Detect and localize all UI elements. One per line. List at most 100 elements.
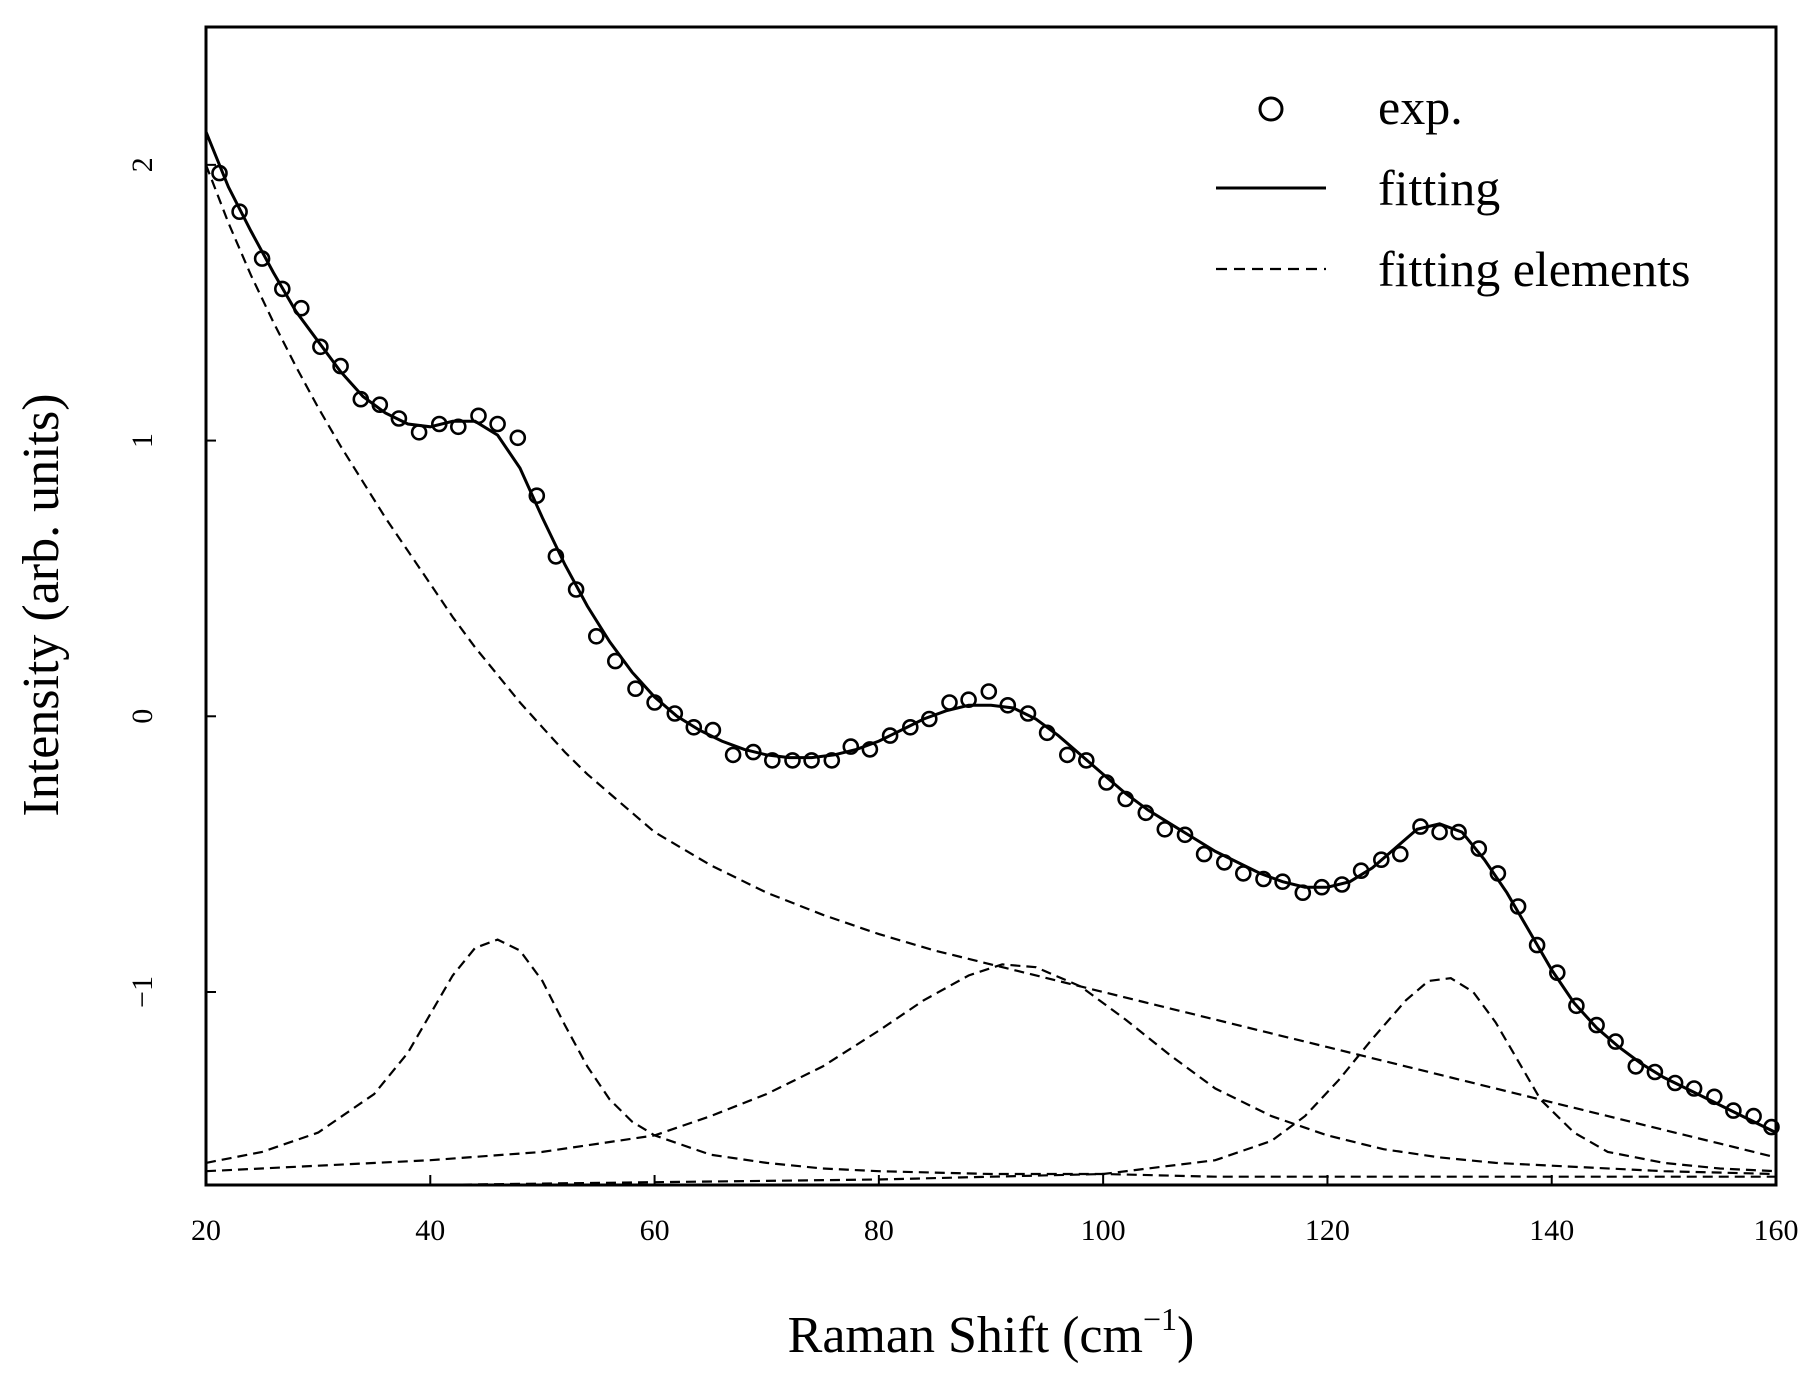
- exp-point: [861, 741, 879, 758]
- exp-point: [1568, 997, 1585, 1015]
- exp-point: [784, 752, 801, 769]
- exp-point: [960, 691, 977, 709]
- exp-point: [1627, 1058, 1645, 1075]
- exp-point: [1313, 878, 1331, 896]
- exp-point: [941, 694, 958, 711]
- fitting-group: [204, 131, 1777, 1134]
- exp-point: [1373, 851, 1390, 869]
- legend-fitting-elements-label: fitting elements: [1378, 241, 1690, 297]
- x-tick-label: 40: [415, 1214, 445, 1247]
- exp-point: [292, 299, 310, 317]
- exp-point: [1470, 840, 1488, 857]
- exp-point: [901, 718, 919, 736]
- y-tick-label: 1: [126, 433, 159, 448]
- exp-point: [1235, 865, 1252, 882]
- exp-point: [1706, 1088, 1723, 1106]
- legend-fitting-label: fitting: [1378, 160, 1500, 216]
- exp-point: [1274, 873, 1291, 891]
- exp-point: [627, 680, 644, 698]
- y-tick-label: 0: [126, 709, 159, 724]
- exp-point: [1216, 854, 1233, 871]
- exp-point: [430, 415, 448, 433]
- exp-point: [1666, 1074, 1684, 1092]
- exp-point: [1059, 746, 1076, 764]
- exp-point: [1156, 820, 1174, 838]
- legend-exp-marker: [1258, 96, 1284, 122]
- x-tick-label: 100: [1081, 1214, 1126, 1247]
- exp-point: [470, 407, 487, 425]
- x-axis-title-main: Raman Shift (cm: [788, 1307, 1143, 1364]
- exp-point: [509, 429, 527, 447]
- exp-point: [1646, 1063, 1664, 1081]
- exp-point: [1098, 774, 1115, 791]
- exp-point: [231, 203, 248, 220]
- x-axis-title-suffix: ): [1177, 1307, 1194, 1364]
- exp-point: [1607, 1033, 1624, 1050]
- exp-point: [352, 390, 370, 408]
- x-tick-label: 160: [1754, 1214, 1799, 1247]
- exp-point: [1195, 845, 1213, 863]
- exp-point: [253, 250, 271, 267]
- exp-point: [980, 683, 998, 700]
- x-tick-label: 120: [1305, 1214, 1350, 1247]
- exp-point: [704, 721, 722, 739]
- exp-point: [685, 718, 703, 736]
- exp-point: [390, 410, 408, 427]
- exp-point: [803, 752, 820, 769]
- exp-point: [410, 423, 428, 441]
- exp-point: [1019, 705, 1037, 722]
- exp-point: [1255, 870, 1272, 888]
- exp-point: [666, 705, 684, 722]
- exp-point: [1725, 1102, 1742, 1119]
- legend-exp-label: exp.: [1378, 79, 1463, 135]
- plot-frame: [204, 25, 1778, 1187]
- exp-point: [1509, 898, 1527, 915]
- exp-point: [1745, 1107, 1762, 1125]
- exp-point: [489, 415, 506, 433]
- exp-point: [587, 627, 605, 645]
- exp-point: [646, 694, 663, 711]
- exp-point: [547, 548, 565, 565]
- exp-point: [1392, 845, 1409, 863]
- exp-point: [371, 396, 389, 414]
- fitting-element-line-3: [205, 963, 1777, 1176]
- exp-point: [1078, 752, 1095, 769]
- exp-point: [449, 418, 467, 436]
- exp-point: [273, 280, 291, 298]
- exp-point: [1117, 790, 1134, 808]
- exp-point: [1137, 804, 1155, 822]
- exp-point: [1528, 936, 1546, 954]
- exp-point: [763, 752, 781, 769]
- exp-point: [1489, 865, 1507, 882]
- exp-point: [881, 727, 899, 744]
- exp-point: [1763, 1118, 1780, 1136]
- exp-point: [1412, 818, 1429, 835]
- y-axis-ticks: −1 0 1 2: [126, 157, 216, 1008]
- exp-point: [606, 652, 624, 670]
- fitting-elements-group: [204, 164, 1777, 1187]
- x-axis-title-superscript: −1: [1143, 1301, 1177, 1337]
- exp-point: [332, 357, 349, 375]
- exp-point: [567, 581, 585, 598]
- exp-point: [920, 710, 938, 728]
- exp-point: [1588, 1016, 1605, 1034]
- exp-point: [1294, 884, 1312, 902]
- x-axis-ticks: 20 40 60 80 100 120 140 160: [191, 1175, 1799, 1247]
- exp-point: [744, 743, 762, 761]
- exp-point: [1352, 862, 1370, 880]
- x-tick-label: 60: [640, 1214, 670, 1247]
- x-axis-title: Raman Shift (cm−1): [788, 1301, 1195, 1364]
- legend: exp. fitting fitting elements: [1216, 79, 1690, 297]
- exp-point: [1038, 724, 1056, 742]
- y-axis-title: Intensity (arb. units): [13, 393, 70, 816]
- exp-point: [823, 752, 841, 769]
- y-tick-label: −1: [126, 976, 159, 1008]
- exp-point: [1431, 823, 1448, 841]
- fitting-line: [204, 131, 1777, 1134]
- exp-point: [312, 338, 329, 356]
- exp-point: [999, 696, 1017, 714]
- x-tick-label: 20: [191, 1214, 221, 1247]
- fitting-element-line-1: [204, 164, 1777, 1159]
- exp-point: [842, 738, 860, 755]
